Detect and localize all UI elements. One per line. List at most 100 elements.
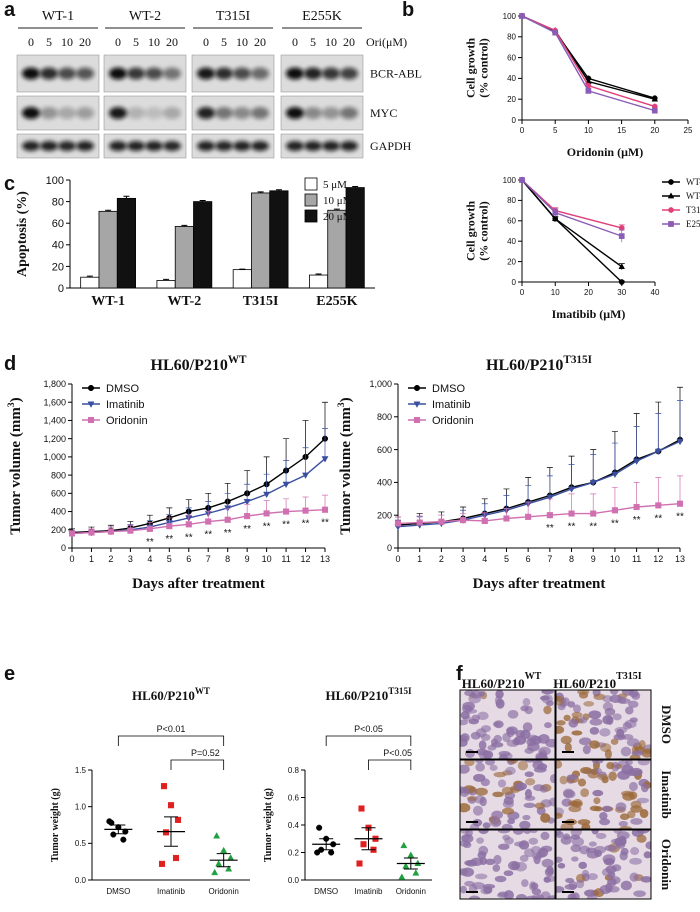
- ihc-image: [556, 830, 651, 899]
- significance-mark: **: [676, 512, 684, 523]
- cell-nucleus: [643, 851, 651, 859]
- marker: [398, 873, 406, 880]
- cell-nucleus: [515, 730, 526, 738]
- y-axis-label: Tumor volume (mm3): [6, 397, 24, 534]
- significance-mark: **: [302, 519, 310, 530]
- marker: [519, 177, 525, 183]
- series-line: [397, 440, 681, 528]
- y-axis-label-line: (% control): [477, 38, 491, 97]
- x-tick-label: DMSO: [106, 887, 130, 896]
- blot-band: [163, 107, 181, 119]
- cell-nucleus: [589, 718, 603, 726]
- significance-mark: **: [204, 530, 212, 541]
- cell-nucleus: [519, 820, 531, 829]
- bar: [232, 269, 252, 289]
- cell-nucleus: [556, 812, 563, 819]
- group-label: E255K: [302, 9, 342, 24]
- blot-band: [251, 67, 269, 80]
- row-label: Oridonin: [659, 839, 674, 891]
- ihc-image: [556, 760, 651, 829]
- legend-label: DMSO: [432, 383, 465, 395]
- marker: [618, 233, 625, 239]
- cell-nucleus: [532, 853, 543, 860]
- blot-band: [233, 67, 251, 80]
- cell-nucleus: [475, 762, 485, 772]
- cell-nucleus: [534, 802, 546, 810]
- cell-nucleus: [620, 746, 632, 757]
- marker: [676, 500, 684, 507]
- cell-nucleus: [528, 837, 539, 845]
- bar: [116, 197, 136, 289]
- y-tick-label: 0.6: [288, 793, 300, 802]
- group-label: WT-1: [42, 9, 74, 24]
- marker: [166, 523, 173, 530]
- y-tick-label: 1,600: [43, 397, 66, 407]
- cell-nucleus: [523, 802, 536, 809]
- y-axis-label-sup: 3: [6, 402, 17, 407]
- blot-band: [322, 67, 340, 80]
- marker: [412, 869, 420, 876]
- y-axis-label-end: ): [8, 397, 24, 402]
- y-tick-label: 20: [507, 95, 516, 104]
- y-tick-label: 600: [377, 445, 392, 455]
- cell-nucleus: [491, 810, 504, 820]
- dose-label: 5: [221, 35, 227, 49]
- cell-nucleus: [581, 869, 590, 878]
- y-tick-label: 200: [377, 510, 392, 520]
- cell-nucleus: [631, 750, 645, 756]
- marker: [460, 517, 467, 524]
- y-tick-label: 0.4: [288, 821, 300, 830]
- error-bar: [568, 464, 575, 489]
- cell-nucleus: [490, 817, 502, 828]
- cell-nucleus: [588, 841, 597, 847]
- cell-nucleus: [482, 822, 491, 829]
- cell-nucleus: [490, 738, 499, 746]
- legend-marker: [413, 401, 421, 408]
- cell-nucleus: [629, 872, 639, 882]
- cell-nucleus: [464, 760, 475, 767]
- legend-label: Imatinib: [432, 399, 471, 411]
- cell-nucleus: [619, 826, 633, 829]
- sem-bar: [216, 853, 231, 868]
- marker: [585, 88, 592, 94]
- blot-band: [145, 141, 163, 151]
- cell-nucleus: [478, 740, 487, 750]
- x-tick-label: 25: [684, 126, 693, 135]
- bar: [269, 190, 289, 289]
- y-tick-label: 100: [503, 12, 517, 21]
- error-bar: [655, 413, 662, 452]
- bar: [345, 187, 365, 289]
- cell-nucleus: [480, 778, 490, 787]
- x-tick-label: 6: [186, 554, 191, 564]
- legend-marker: [668, 179, 674, 185]
- cell-nucleus: [629, 857, 643, 865]
- marker: [88, 529, 95, 536]
- x-tick-label: 10: [584, 126, 593, 135]
- dose-label: 20: [343, 35, 355, 49]
- comparison-bracket: [117, 735, 225, 746]
- cell-nucleus: [545, 700, 554, 707]
- x-tick-label: 3: [128, 554, 133, 564]
- blot-band: [286, 107, 304, 119]
- cell-nucleus: [502, 834, 511, 841]
- legend-marker: [87, 384, 95, 392]
- cell-nucleus: [492, 864, 501, 872]
- marker: [110, 831, 117, 838]
- bar: [174, 226, 194, 289]
- bar: [98, 210, 118, 289]
- cell-nucleus: [556, 831, 564, 839]
- blot-band: [340, 141, 358, 151]
- y-tick-label: 800: [51, 470, 66, 480]
- cell-nucleus: [609, 690, 619, 695]
- cell-nucleus: [601, 776, 609, 784]
- legend-marker: [667, 192, 675, 199]
- blot-band: [304, 67, 322, 80]
- y-tick-label: 40: [507, 74, 516, 83]
- cell-nucleus: [522, 698, 531, 707]
- marker: [160, 783, 168, 790]
- legend-marker: [413, 384, 421, 392]
- x-tick-label: 1: [89, 554, 94, 564]
- x-tick-label: 7: [547, 554, 552, 564]
- legend-label: DMSO: [106, 383, 139, 395]
- cell-nucleus: [639, 809, 649, 819]
